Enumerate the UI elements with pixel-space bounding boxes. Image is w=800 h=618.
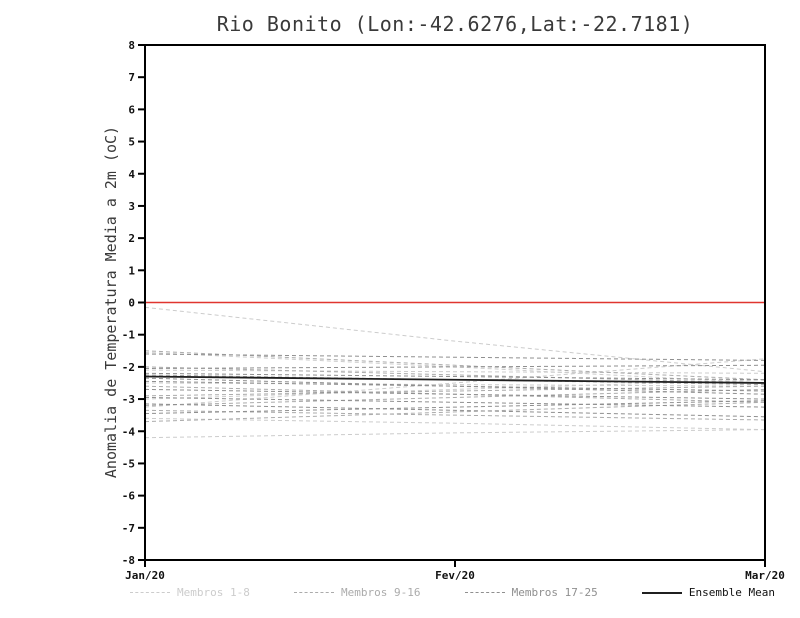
y-tick-label: 5 <box>128 136 135 149</box>
y-tick-label: 7 <box>128 71 135 84</box>
legend-dashed-line-sample <box>130 592 170 593</box>
legend: Membros 1-8 Membros 9-16 Membros 17-25 Ense… <box>130 586 775 599</box>
ensemble-member-line <box>144 379 766 400</box>
legend-item: Membros 17-25 <box>464 586 598 599</box>
y-tick-label: -4 <box>122 425 136 438</box>
ensemble-member-line <box>144 350 766 381</box>
y-tick-label: -6 <box>122 490 136 503</box>
legend-label: Membros 9-16 <box>341 586 421 599</box>
legend-dashed-line-sample <box>294 592 335 593</box>
y-tick-label: 4 <box>128 168 135 181</box>
ensemble-member-line <box>144 388 766 406</box>
ensemble-member-line <box>144 364 766 369</box>
x-tick-label: Jan/20 <box>125 569 165 582</box>
ensemble-member-line <box>144 417 766 431</box>
y-tick-label: 6 <box>128 103 135 116</box>
legend-item: Membros 9-16 <box>294 586 421 599</box>
ensemble-member-line <box>144 382 766 387</box>
legend-label: Ensemble Mean <box>688 586 775 599</box>
x-tick-label: Mar/20 <box>745 569 785 582</box>
chart-title: Rio Bonito (Lon:-42.6276,Lat:-22.7181) <box>216 12 694 36</box>
y-tick-label: 3 <box>128 200 135 213</box>
ensemble-member-line <box>144 401 766 423</box>
ensemble-member-line <box>144 396 766 408</box>
legend-item: Membros 1-8 <box>130 586 250 599</box>
y-tick-label: -1 <box>122 329 136 342</box>
y-tick-label: 1 <box>128 264 135 277</box>
y-tick-label: -3 <box>122 393 135 406</box>
ensemble-member-line <box>144 358 766 408</box>
y-tick-label: -5 <box>122 457 135 470</box>
ensemble-member-line <box>144 400 766 415</box>
x-tick-label: Fev/20 <box>435 569 475 582</box>
ensemble-member-line <box>144 385 766 397</box>
y-tick-label: -2 <box>122 361 135 374</box>
legend-solid-line-sample <box>641 591 682 594</box>
ensemble-mean-line <box>144 375 766 384</box>
ensemble-member-line <box>144 409 766 421</box>
legend-label: Membros 17-25 <box>511 586 598 599</box>
y-tick-label: 2 <box>128 232 135 245</box>
legend-dashed-line-sample <box>464 592 505 593</box>
legend-label: Membros 1-8 <box>177 586 250 599</box>
ensemble-member-line <box>144 353 766 361</box>
ensemble-member-line <box>144 403 766 418</box>
ensemble-member-line <box>144 377 766 395</box>
legend-item: Ensemble Mean <box>641 586 775 599</box>
ensemble-member-line <box>144 388 766 400</box>
y-tick-label: 0 <box>128 297 135 310</box>
y-tick-label: 8 <box>128 39 135 52</box>
y-tick-label: -8 <box>122 554 135 567</box>
ensemble-member-line <box>144 306 766 373</box>
ensemble-member-line <box>144 372 766 381</box>
y-tick-label: -7 <box>122 522 135 535</box>
ensemble-member-line <box>144 429 766 439</box>
ensemble-member-line <box>144 366 766 384</box>
ensemble-member-line <box>144 369 766 374</box>
